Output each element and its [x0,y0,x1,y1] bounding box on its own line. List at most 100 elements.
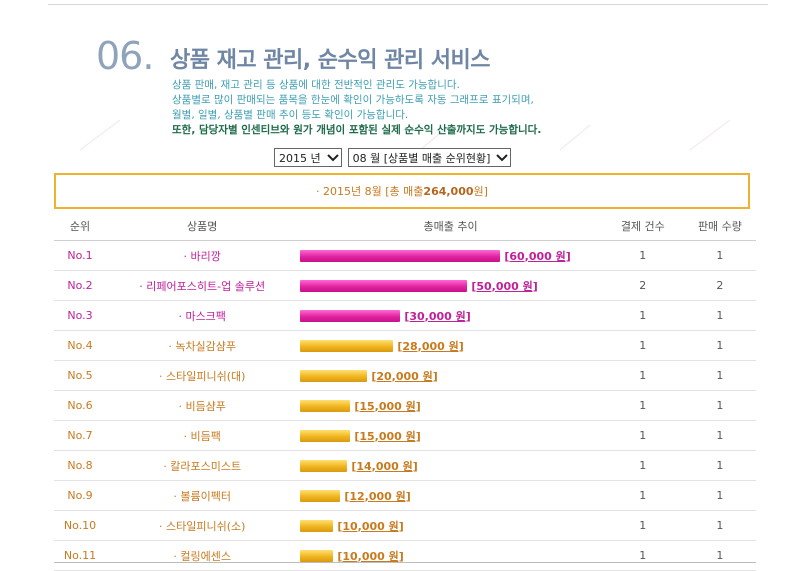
summary-suffix: 원] [473,185,488,198]
chevron-down-icon [325,150,341,165]
sales-amount-link[interactable]: [50,000 원] [471,279,538,293]
row-payment-count: 2 [601,270,684,301]
sales-amount-link[interactable]: [15,000 원] [354,429,421,443]
sales-bar [300,249,501,262]
row-rank: No.3 [54,300,107,331]
year-select-value: 2015 년 [279,151,321,165]
row-sales-trend: [10,000 원] [298,510,602,541]
row-sales-quantity: 1 [683,360,756,391]
year-select[interactable]: 2015 년 [274,148,342,167]
header-payment-count: 결제 건수 [601,212,684,241]
row-rank: No.2 [54,270,107,301]
row-sales-trend: [15,000 원] [298,390,602,421]
sales-amount-link[interactable]: [14,000 원] [351,459,418,473]
header-sales-quantity: 판매 수량 [683,212,756,241]
section-title: 상품 재고 관리, 순수익 관리 서비스 [170,48,491,73]
row-product-name: · 스타일피니쉬(소) [106,510,299,541]
row-product-name: · 마스크팩 [106,300,299,331]
row-rank: No.8 [54,450,107,481]
filter-bar: 2015 년 08 월 [상품별 매출 순위현황] [274,148,512,167]
row-sales-quantity: 1 [683,540,756,571]
row-sales-trend: [50,000 원] [298,270,602,301]
sales-bar [300,519,334,532]
row-sales-quantity: 1 [683,480,756,511]
row-sales-quantity: 1 [683,240,756,271]
row-payment-count: 1 [601,300,684,331]
sales-bar [300,309,401,322]
sales-ranking-table: 순위 상품명 총매출 추이 결제 건수 판매 수량 No.1 · 바리깡 [60,0… [54,212,756,571]
row-payment-count: 1 [601,510,684,541]
description-strong-line: 또한, 담당자별 인센티브와 원가 개념이 포함된 실제 순수익 산출까지도 가… [172,124,542,136]
row-sales-trend: [12,000 원] [298,480,602,511]
table-header-row: 순위 상품명 총매출 추이 결제 건수 판매 수량 [54,212,756,241]
sales-bar [300,549,334,562]
row-sales-quantity: 1 [683,510,756,541]
table-row: No.8 · 칼라포스미스트 [14,000 원] 1 1 [54,450,756,481]
row-sales-quantity: 1 [683,450,756,481]
sales-bar [300,279,468,292]
sales-amount-link[interactable]: [12,000 원] [344,489,411,503]
sales-bar [300,429,351,442]
row-sales-quantity: 1 [683,390,756,421]
table-row: No.11 · 컬링에센스 [10,000 원] 1 1 [54,540,756,571]
row-rank: No.6 [54,390,107,421]
row-product-name: · 칼라포스미스트 [106,450,299,481]
row-payment-count: 1 [601,540,684,571]
table-row: No.7 · 비듬팩 [15,000 원] 1 1 [54,420,756,451]
header-product-name: 상품명 [106,212,299,241]
row-payment-count: 1 [601,330,684,361]
chevron-down-icon [494,150,510,165]
sales-bar [300,459,348,472]
table-row: No.6 · 비듬샴푸 [15,000 원] 1 1 [54,390,756,421]
sales-amount-link[interactable]: [30,000 원] [404,309,471,323]
sales-amount-link[interactable]: [10,000 원] [337,519,404,533]
section-number: 06. [96,34,154,78]
summary-prefix: · 2015년 8월 [총 매출 [316,185,424,198]
sales-amount-link[interactable]: [28,000 원] [397,339,464,353]
sales-summary-box: · 2015년 8월 [총 매출 264,000 원] [54,173,750,209]
row-sales-quantity: 1 [683,300,756,331]
sales-bar [300,339,394,352]
row-sales-trend: [60,000 원] [298,240,602,271]
table-row: No.5 · 스타일피니쉬(대) [20,000 원] 1 1 [54,360,756,391]
table-row: No.10 · 스타일피니쉬(소) [10,000 원] 1 1 [54,510,756,541]
row-payment-count: 1 [601,390,684,421]
table-row: No.2 · 리페어포스히트-업 솔루션 [50,000 원] 2 2 [54,270,756,301]
sales-amount-link[interactable]: [60,000 원] [504,249,571,263]
table-row: No.9 · 볼륨이펙터 [12,000 원] 1 1 [54,480,756,511]
section-description: 상품 판매, 재고 관리 등 상품에 대한 전반적인 관리도 가능합니다. 상품… [172,78,541,138]
row-product-name: · 리페어포스히트-업 솔루션 [106,270,299,301]
sales-bar [300,369,368,382]
row-rank: No.10 [54,510,107,541]
header-sales-trend: 총매출 추이 [298,212,602,241]
row-rank: No.5 [54,360,107,391]
table-row: No.4 · 녹차실감샴푸 [28,000 원] 1 1 [54,330,756,361]
month-select-value: 08 월 [상품별 매출 순위현황] [352,151,491,165]
table-row: No.3 · 마스크팩 [30,000 원] 1 1 [54,300,756,331]
sales-amount-link[interactable]: [15,000 원] [354,399,421,413]
sales-amount-link[interactable]: [20,000 원] [371,369,438,383]
sales-amount-link[interactable]: [10,000 원] [337,549,404,563]
row-product-name: · 비듬팩 [106,420,299,451]
row-product-name: · 녹차실감샴푸 [106,330,299,361]
row-sales-quantity: 1 [683,330,756,361]
row-payment-count: 1 [601,480,684,511]
row-rank: No.4 [54,330,107,361]
row-sales-quantity: 2 [683,270,756,301]
row-payment-count: 1 [601,450,684,481]
row-sales-trend: [28,000 원] [298,330,602,361]
row-rank: No.1 [54,240,107,271]
row-sales-trend: [20,000 원] [298,360,602,391]
row-product-name: · 바리깡 [106,240,299,271]
month-select[interactable]: 08 월 [상품별 매출 순위현황] [347,148,512,167]
sales-bar [300,399,351,412]
bottom-divider [54,562,756,563]
row-product-name: · 스타일피니쉬(대) [106,360,299,391]
row-sales-quantity: 1 [683,420,756,451]
description-line: 상품별로 많이 판매되는 품목을 한눈에 확인이 가능하도록 자동 그래프로 표… [172,94,534,106]
row-sales-trend: [15,000 원] [298,420,602,451]
row-product-name: · 컬링에센스 [106,540,299,571]
description-line: 월별, 일별, 상품별 판매 추이 등도 확인이 가능합니다. [172,109,409,121]
description-line: 상품 판매, 재고 관리 등 상품에 대한 전반적인 관리도 가능합니다. [172,79,460,91]
header-rank: 순위 [54,212,107,241]
